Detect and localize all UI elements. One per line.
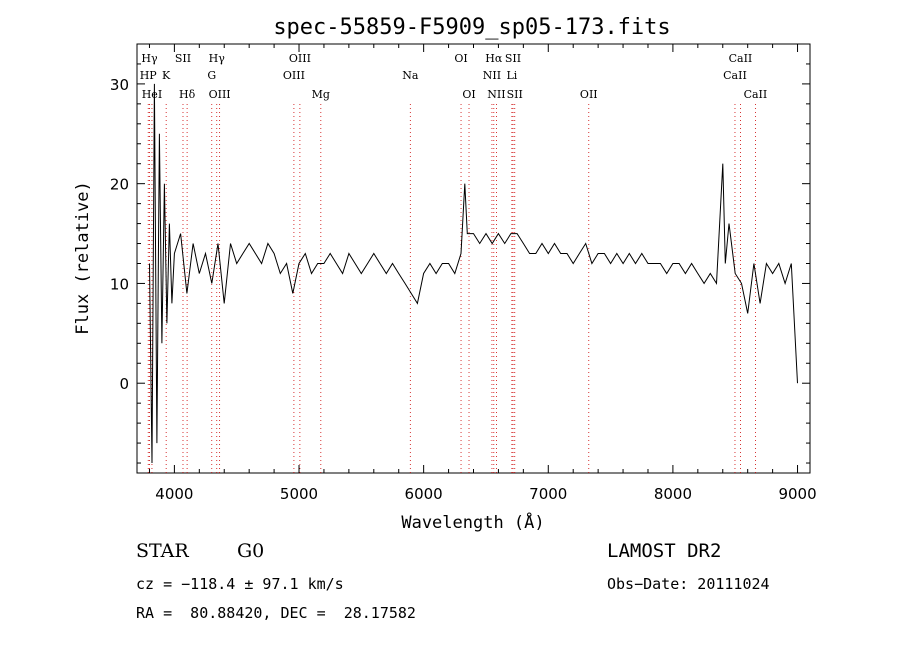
marker-label-13: OI xyxy=(454,52,467,65)
y-tick-label-3: 30 xyxy=(110,76,129,94)
marker-label-21: OII xyxy=(580,88,598,101)
marker-label-7: G xyxy=(207,69,216,82)
marker-label-4: SII xyxy=(175,52,191,65)
marker-label-2: K xyxy=(162,69,171,82)
marker-label-1: HP xyxy=(140,69,158,82)
marker-label-20: SII xyxy=(507,88,523,101)
x-tick-label-3: 7000 xyxy=(529,485,567,503)
marker-label-9: OIII xyxy=(289,52,311,65)
plot-frame xyxy=(136,43,811,474)
marker-label-12: Na xyxy=(402,69,419,82)
axis-ticks: 4000 5000 6000 7000 8000 9000 0 10 20 30 xyxy=(110,43,817,503)
redshift-line: cz = −118.4 ± 97.1 km/s xyxy=(136,575,344,593)
x-tick-label-0: 4000 xyxy=(155,485,193,503)
y-tick-label-0: 0 xyxy=(119,375,129,393)
object-type: STAR xyxy=(136,540,189,562)
marker-label-6: Hγ xyxy=(209,52,226,65)
marker-label-23: CaII xyxy=(723,69,747,82)
obs-date-line: Obs−Date: 20111024 xyxy=(607,575,770,593)
marker-label-16: SII xyxy=(505,52,521,65)
x-tick-label-4: 8000 xyxy=(654,485,692,503)
coords-line: RA = 80.88420, DEC = 28.17582 xyxy=(136,604,416,622)
y-axis-label: Flux (relative) xyxy=(73,181,93,335)
x-axis-label: Wavelength (Å) xyxy=(401,511,544,533)
survey-name: LAMOST DR2 xyxy=(607,540,722,562)
marker-label-18: Li xyxy=(506,69,517,82)
x-tick-label-2: 6000 xyxy=(405,485,443,503)
marker-label-3: HeI xyxy=(142,88,162,101)
marker-label-5: Hδ xyxy=(179,88,196,101)
marker-label-22: CaII xyxy=(729,52,753,65)
spectrum-series xyxy=(149,83,798,464)
spectrum-line-0 xyxy=(149,83,798,464)
marker-label-14: OI xyxy=(462,88,475,101)
chart-title: spec-55859-F5909_sp05-173.fits xyxy=(273,15,670,40)
marker-label-17: NII xyxy=(483,69,501,82)
x-tick-label-1: 5000 xyxy=(280,485,318,503)
y-tick-label-2: 20 xyxy=(110,176,129,194)
subclass: G0 xyxy=(237,540,265,562)
marker-label-19: NII xyxy=(487,88,505,101)
x-tick-label-5: 9000 xyxy=(778,485,816,503)
y-tick-label-1: 10 xyxy=(110,275,129,293)
marker-label-0: Hγ xyxy=(141,52,158,65)
marker-label-15: Hα xyxy=(485,52,503,65)
marker-label-8: OIII xyxy=(209,88,231,101)
marker-label-10: OIII xyxy=(283,69,305,82)
marker-label-11: Mg xyxy=(312,88,330,101)
marker-label-24: CaII xyxy=(744,88,768,101)
